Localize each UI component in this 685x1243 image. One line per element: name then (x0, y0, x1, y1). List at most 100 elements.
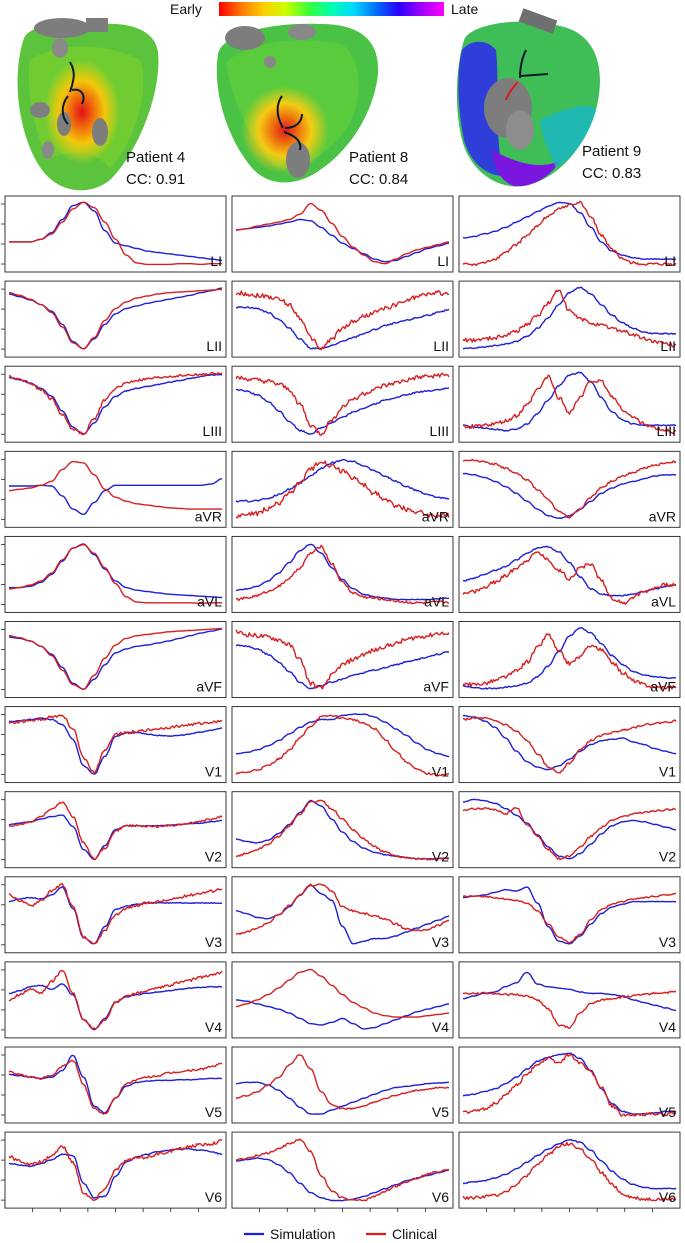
clinical-trace (8, 883, 223, 945)
simulation-trace (462, 626, 677, 690)
panel-frame (458, 365, 681, 443)
ecg-panel-V4-col2: V4 (231, 961, 454, 1039)
lead-label: V2 (659, 849, 676, 865)
ecg-panel-LI-col1: LI (1, 195, 227, 273)
clinical-trace (462, 892, 677, 944)
clinical-trace (8, 371, 223, 436)
panel-frame (458, 450, 681, 528)
patient-4-cc: CC: 0.91 (126, 171, 185, 188)
simulation-trace (235, 799, 450, 860)
simulation-trace (235, 543, 450, 601)
lead-label: V6 (205, 1189, 222, 1205)
simulation-trace (462, 472, 677, 519)
clinical-trace (8, 627, 222, 690)
ecg-panel-V6-col1: V6 (1, 1131, 227, 1213)
clinical-trace (235, 289, 450, 351)
simulation-trace (236, 218, 450, 263)
ecg-panel-aVR-col1: aVR (1, 450, 227, 528)
clinical-trace (9, 544, 222, 605)
panel-frame (231, 621, 454, 698)
panel-frame (231, 876, 454, 954)
simulation-trace (235, 387, 450, 435)
simulation-trace (462, 886, 676, 945)
lead-label: V3 (659, 934, 676, 950)
simulation-trace (235, 713, 450, 758)
panel-frame (4, 450, 227, 528)
clinical-trace (462, 551, 677, 605)
legend-simulation-label: Simulation (270, 1226, 335, 1242)
panel-frame (4, 280, 227, 358)
ecg-panel-aVF-col3: aVF (458, 621, 681, 698)
lead-label: LI (664, 253, 676, 269)
clinical-trace (462, 374, 677, 435)
panel-frame (4, 706, 227, 784)
simulation-trace (462, 201, 677, 261)
lead-label: V5 (432, 1104, 449, 1120)
clinical-trace (235, 544, 450, 605)
lead-label: V1 (432, 764, 449, 780)
lead-label: V4 (659, 1019, 676, 1035)
simulation-trace (9, 201, 223, 262)
ecg-panel-V2-col1: V2 (1, 791, 227, 869)
clinical-trace (462, 289, 677, 348)
clinical-trace (235, 460, 450, 519)
clinical-trace (8, 288, 222, 350)
ecg-panel-V6-col3: V6 (458, 1131, 681, 1213)
panel-frame (458, 791, 681, 869)
clinical-trace (235, 1054, 450, 1110)
panel-frame (4, 876, 227, 954)
clinical-trace (462, 633, 677, 690)
simulation-trace (8, 373, 223, 435)
simulation-trace (8, 717, 223, 775)
simulation-trace (462, 286, 677, 350)
simulation-trace (463, 545, 677, 597)
lead-label: V3 (205, 934, 222, 950)
lead-label: LII (660, 338, 676, 354)
ecg-panel-aVR-col2: aVR (231, 450, 454, 528)
lead-label: aVR (422, 508, 449, 524)
ecg-panel-LI-col3: LI (458, 195, 681, 273)
ecg-panel-V2-col2: V2 (231, 791, 454, 869)
patient-8-cc: CC: 0.84 (349, 171, 408, 188)
clinical-trace (9, 460, 222, 510)
lead-label: V3 (432, 934, 449, 950)
ecg-panel-aVR-col3: aVR (458, 450, 681, 528)
ecg-panel-aVF-col1: aVF (1, 621, 227, 698)
lead-label: V2 (205, 849, 222, 865)
panel-frame (4, 1046, 227, 1124)
panel-frame (4, 535, 227, 613)
panel-frame (4, 961, 227, 1039)
simulation-trace (235, 458, 450, 503)
clinical-trace (8, 1139, 223, 1201)
simulation-trace (8, 983, 223, 1031)
clinical-trace (462, 1141, 677, 1202)
colorbar-late-label: Late (451, 1, 478, 17)
lead-label: aVF (650, 679, 676, 695)
panel-frame (458, 280, 681, 358)
clinical-trace (235, 883, 450, 935)
panel-frame (231, 535, 454, 613)
panel-frame (231, 450, 454, 528)
lead-label: LIII (657, 423, 676, 439)
lead-label: V6 (432, 1189, 449, 1205)
lead-label: aVR (195, 508, 222, 524)
simulation-trace (462, 798, 677, 860)
lead-label: LII (206, 338, 222, 354)
ecg-panel-V3-col1: V3 (1, 876, 227, 954)
ecg-panel-V3-col2: V3 (231, 876, 454, 954)
simulation-trace (9, 478, 223, 516)
simulation-trace (235, 884, 450, 945)
ecg-panel-aVL-col2: aVL (231, 535, 454, 613)
panel-frame (231, 706, 454, 784)
simulation-trace (462, 1052, 677, 1116)
simulation-trace (235, 1081, 449, 1115)
lead-label: V2 (432, 849, 449, 865)
panel-frame (4, 365, 227, 443)
colorbar-early-label: Early (170, 1, 202, 17)
clinical-trace (462, 458, 677, 519)
ecg-panel-LII-col1: LII (1, 280, 227, 358)
patient-8-label: Patient 8 (349, 149, 408, 166)
panel-frame (4, 621, 227, 698)
colorbar-gradient (219, 2, 444, 16)
